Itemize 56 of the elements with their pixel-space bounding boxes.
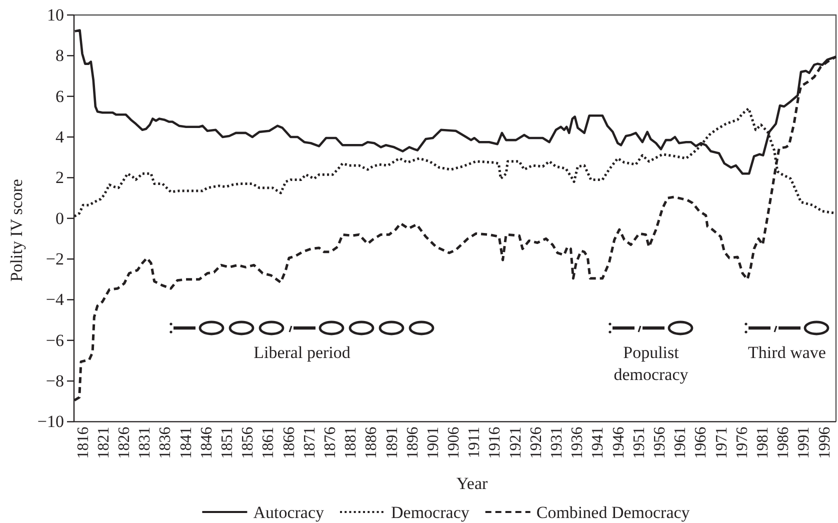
legend-label: Combined Democracy: [536, 502, 690, 522]
legend-label: Democracy: [391, 502, 470, 522]
y-tick-label: −6: [46, 330, 64, 350]
x-tick-label: 1936: [569, 426, 586, 459]
x-tick-label: 1966: [692, 426, 710, 459]
x-tick-label: 1946: [610, 426, 628, 459]
x-tick-label: 1981: [754, 426, 772, 459]
x-tick-label: 1871: [301, 426, 318, 459]
x-tick-label: 1881: [342, 426, 360, 459]
x-tick-label: 1876: [322, 426, 339, 459]
x-tick-label: 1971: [713, 426, 730, 459]
x-tick-label: 1841: [178, 426, 195, 459]
y-tick-label: 10: [47, 5, 64, 24]
x-tick-label: 1921: [507, 426, 524, 459]
x-tick-label: 1896: [404, 426, 422, 459]
y-tick-label: 8: [56, 46, 64, 66]
y-tick-label: 6: [56, 86, 64, 106]
x-tick-label: 1996: [816, 426, 834, 459]
x-tick-label: 1906: [446, 426, 463, 459]
x-tick-label: 1976: [734, 426, 751, 459]
y-tick-label: −2: [46, 249, 64, 268]
x-tick-label: 1931: [548, 426, 566, 459]
y-tick-label: −8: [46, 371, 64, 390]
x-tick-label: 1851: [219, 426, 236, 459]
y-axis-title: Polity IV score: [7, 179, 26, 282]
x-axis-title: Year: [456, 474, 488, 493]
x-tick-label: 1956: [651, 426, 668, 459]
x-tick-label: 1951: [630, 426, 648, 459]
x-tick-label: 1961: [672, 426, 690, 459]
y-tick-label: 2: [56, 168, 64, 188]
x-tick-label: 1866: [280, 426, 298, 459]
x-tick-label: 1911: [466, 426, 484, 458]
y-tick-label: −4: [46, 290, 64, 310]
annotation: Populist democracy: [614, 342, 689, 384]
annotation: Third wave: [748, 342, 826, 362]
x-tick-label: 1941: [590, 426, 607, 459]
x-tick-label: 1926: [528, 426, 545, 459]
x-tick-label: 1821: [95, 426, 112, 459]
x-tick-label: 1891: [384, 426, 401, 459]
x-tick-label: 1836: [157, 426, 174, 459]
x-tick-label: 1831: [136, 426, 154, 459]
x-tick-label: 1986: [775, 426, 792, 459]
y-tick-label: −10: [37, 412, 64, 432]
x-tick-label: 1816: [74, 426, 92, 459]
x-tick-label: 1991: [796, 426, 813, 459]
x-tick-label: 1886: [363, 426, 380, 459]
annotation: Liberal period: [254, 342, 351, 362]
legend-label: Autocracy: [253, 502, 324, 522]
x-tick-label: 1861: [260, 426, 278, 459]
x-tick-label: 1846: [198, 426, 216, 459]
x-tick-label: 1916: [486, 426, 504, 459]
x-tick-label: 1826: [116, 426, 134, 459]
y-tick-label: 0: [56, 208, 64, 228]
x-tick-label: 1901: [424, 426, 442, 459]
y-tick-label: 4: [56, 127, 64, 146]
x-tick-label: 1856: [240, 426, 257, 459]
